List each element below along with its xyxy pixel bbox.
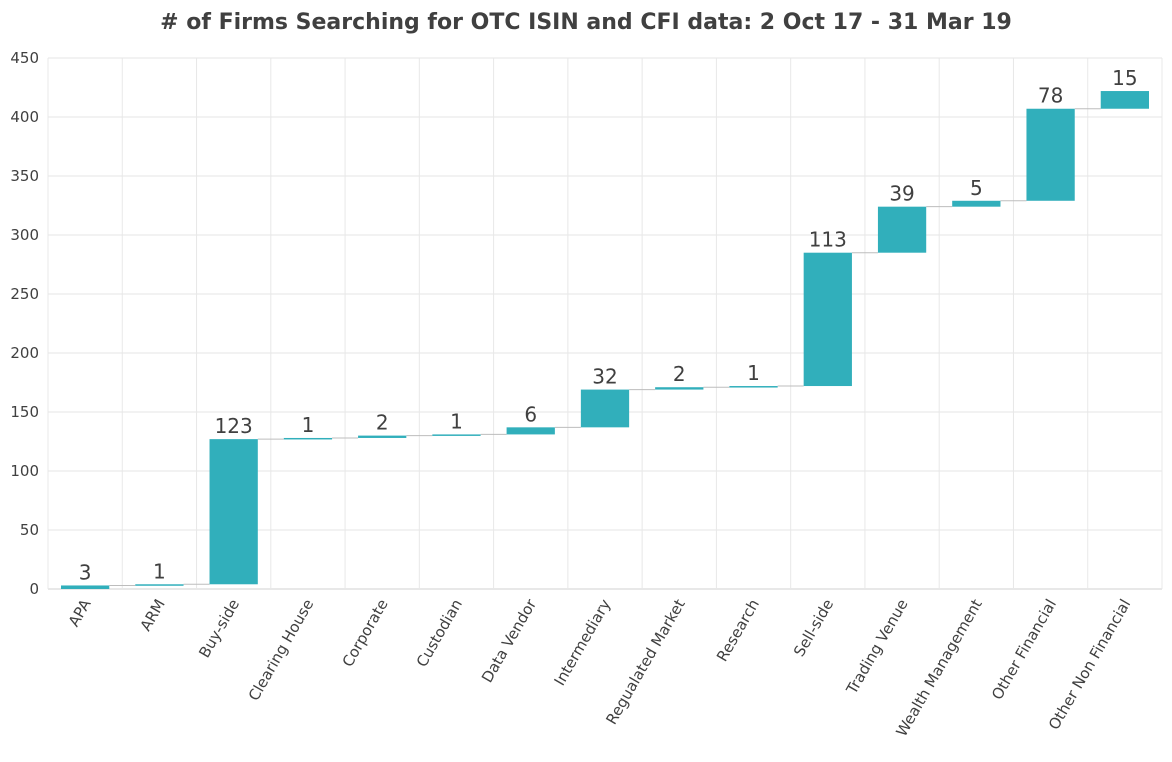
data-label: 2 (376, 411, 389, 435)
bar (432, 434, 481, 436)
data-label: 123 (215, 414, 253, 438)
y-tick-label: 100 (10, 462, 39, 480)
data-label: 1 (450, 409, 463, 433)
data-label: 1 (747, 361, 760, 385)
x-tick-label: Research (713, 596, 763, 665)
bar (358, 435, 407, 438)
data-label: 113 (809, 228, 847, 252)
bar (1026, 108, 1075, 201)
data-label: 1 (153, 559, 166, 583)
data-label: 78 (1038, 84, 1063, 108)
bar (60, 585, 110, 589)
bar (952, 200, 1001, 207)
bar (580, 389, 630, 428)
data-labels: 3 1 123 1 2 1 6 32 2 1 113 39 5 78 15 (79, 66, 1138, 584)
data-label: 39 (889, 182, 914, 206)
data-label: 5 (970, 176, 983, 200)
data-label: 3 (79, 560, 92, 584)
data-label: 6 (524, 402, 537, 426)
bar (135, 584, 184, 586)
x-tick-label: Trading Venue (842, 596, 911, 698)
x-tick-label: Other Financial (988, 596, 1060, 703)
x-tick-label: Custodian (413, 596, 466, 670)
bar (729, 386, 778, 388)
bar (877, 206, 927, 253)
x-tick-label: Regualated Market (602, 596, 688, 728)
x-tick-label: APA (65, 595, 95, 629)
data-label: 15 (1112, 66, 1137, 90)
x-tick-label: Sell-side (790, 596, 837, 660)
bar (283, 437, 333, 440)
data-label: 2 (673, 362, 686, 386)
bars (60, 91, 1150, 589)
connector-lines (109, 108, 1101, 586)
y-tick-label: 350 (10, 167, 39, 185)
x-tick-label: Intermediary (551, 596, 615, 689)
x-tick-label: Data Vendor (478, 595, 541, 686)
x-tick-label: Other Non Financial (1045, 596, 1134, 733)
y-tick-label: 250 (10, 285, 39, 303)
x-tick-label: ARM (136, 596, 168, 634)
y-tick-label: 450 (10, 49, 39, 67)
bar (506, 427, 555, 435)
y-axis-ticks: 0 50 100 150 200 250 300 350 400 450 (10, 49, 39, 598)
y-tick-label: 50 (20, 521, 39, 539)
chart-title: # of Firms Searching for OTC ISIN and CF… (160, 10, 1012, 35)
x-tick-label: Clearing House (245, 596, 318, 704)
x-tick-label: Wealth Management (892, 596, 985, 740)
y-tick-label: 300 (10, 226, 39, 244)
y-tick-label: 400 (10, 108, 39, 126)
bar (209, 439, 258, 585)
bar (655, 387, 704, 390)
data-label: 1 (302, 413, 315, 437)
bar (803, 252, 852, 387)
data-label: 32 (592, 365, 617, 389)
y-tick-label: 150 (10, 403, 39, 421)
bar (1100, 91, 1150, 109)
x-tick-label: Buy-side (195, 596, 243, 661)
y-tick-label: 0 (29, 580, 39, 598)
x-axis-ticks: APA ARM Buy-side Clearing House Corporate Cus… (65, 595, 1135, 739)
y-tick-label: 200 (10, 344, 39, 362)
x-tick-label: Corporate (339, 596, 392, 670)
